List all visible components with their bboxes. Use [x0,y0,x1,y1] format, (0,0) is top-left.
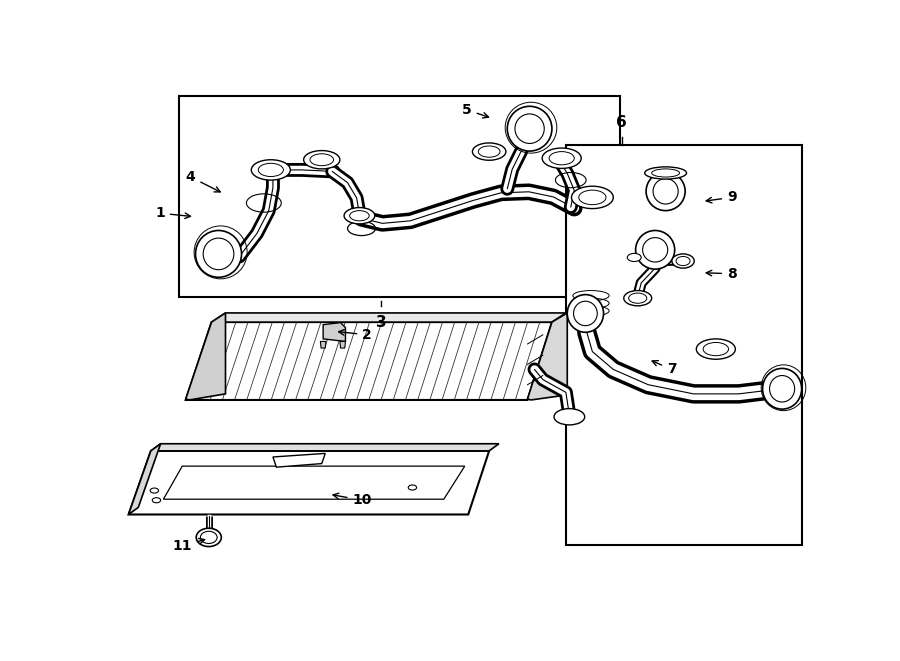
Polygon shape [323,323,346,342]
Polygon shape [164,466,464,499]
Bar [179,96,620,297]
Polygon shape [273,453,325,467]
Ellipse shape [770,375,795,402]
Ellipse shape [627,253,641,262]
Text: 8: 8 [706,267,737,281]
Text: 6: 6 [616,115,627,130]
Polygon shape [151,444,499,451]
Text: 2: 2 [338,328,372,342]
Text: 10: 10 [333,493,372,507]
Ellipse shape [628,293,647,303]
Ellipse shape [344,208,374,224]
Ellipse shape [508,106,552,151]
Polygon shape [185,322,552,400]
Polygon shape [185,313,226,400]
Text: 4: 4 [185,170,220,192]
Ellipse shape [310,154,334,166]
Ellipse shape [472,143,506,160]
Ellipse shape [646,172,685,211]
Ellipse shape [478,146,500,157]
Ellipse shape [567,295,604,332]
Polygon shape [340,342,346,348]
Ellipse shape [697,339,735,360]
Text: 1: 1 [155,206,191,220]
Ellipse shape [672,254,694,268]
Polygon shape [129,451,490,514]
Ellipse shape [515,114,544,143]
Ellipse shape [624,291,652,306]
Ellipse shape [572,186,613,209]
Ellipse shape [635,231,675,269]
Ellipse shape [303,151,340,169]
Ellipse shape [542,148,581,169]
Ellipse shape [203,238,234,270]
Polygon shape [320,342,326,348]
Ellipse shape [196,528,221,547]
Ellipse shape [653,178,679,204]
Ellipse shape [549,151,574,165]
Ellipse shape [762,368,802,409]
Bar [566,145,802,545]
Ellipse shape [703,342,728,356]
Ellipse shape [251,160,291,180]
Ellipse shape [201,531,217,543]
Text: 5: 5 [462,103,489,118]
Ellipse shape [258,163,284,176]
Text: 9: 9 [706,190,737,204]
Text: 11: 11 [173,539,204,553]
Polygon shape [129,444,160,514]
Ellipse shape [573,301,598,326]
Ellipse shape [644,167,687,179]
Ellipse shape [349,211,369,221]
Ellipse shape [643,237,668,262]
Text: 3: 3 [375,315,386,330]
Polygon shape [527,313,567,400]
Ellipse shape [554,408,585,425]
Text: 7: 7 [652,361,677,376]
Ellipse shape [676,256,690,266]
Ellipse shape [579,190,606,205]
Ellipse shape [195,231,241,278]
Polygon shape [212,313,566,322]
